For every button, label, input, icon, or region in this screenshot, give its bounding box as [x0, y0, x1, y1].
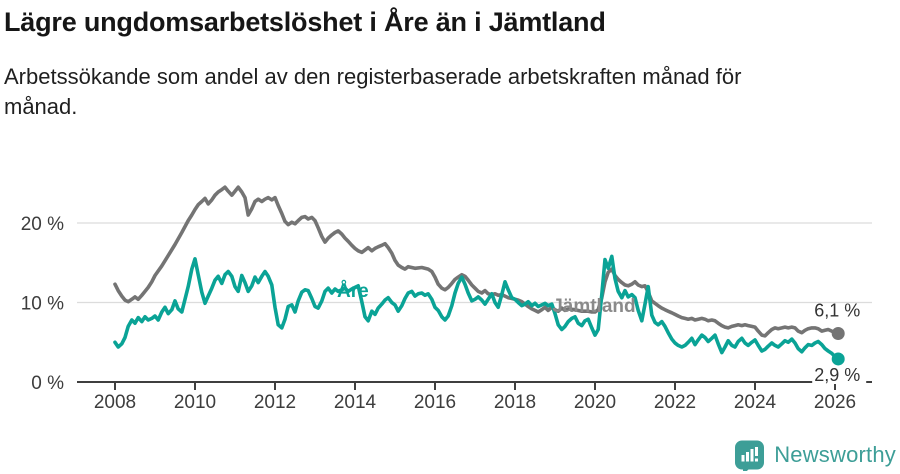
series-line-jamtland [113, 185, 841, 338]
x-tick-label: 2010 [174, 392, 216, 413]
end-value-label-jamtland: 6,1 % [814, 301, 860, 321]
end-value-label-are: 2,9 % [814, 365, 860, 385]
x-tick-label: 2012 [254, 392, 296, 413]
x-tick-label: 2016 [414, 392, 456, 413]
y-tick-label: 0 % [31, 373, 64, 394]
x-tick-label: 2018 [494, 392, 536, 413]
x-tick-label: 2014 [334, 392, 377, 413]
chart-subtitle: Arbetssökande som andel av den registerb… [4, 64, 742, 120]
x-tick-label: 2022 [654, 392, 696, 413]
end-dot-jamtland [831, 327, 845, 341]
gridlines-layer [77, 222, 872, 304]
y-tick-label: 20 % [21, 214, 64, 235]
series-line-are [113, 254, 841, 361]
end-label-mask [812, 368, 867, 384]
series-label-jamtland: Jämtland [552, 296, 635, 317]
bar-chart-speech-bubble-icon [735, 440, 765, 471]
x-tick-label: 2026 [814, 392, 856, 413]
series-label-are: Åre [337, 281, 369, 302]
bar-chart-glyph [741, 446, 759, 461]
newsworthy-logo[interactable]: Newsworthy [734, 438, 896, 472]
labels-layer: Jämtland Åre 6,1 % 2,9 % [337, 281, 867, 385]
chart-header: Lägre ungdomsarbetslöshet i Åre än i Jäm… [4, 6, 890, 122]
y-tick-label: 10 % [21, 294, 64, 315]
x-tick-label: 2008 [94, 392, 136, 413]
chart-title: Lägre ungdomsarbetslöshet i Åre än i Jäm… [4, 7, 606, 37]
x-axis-layer: 2008 2010 2012 2014 2016 2018 2020 2022 2024 2026… [21, 214, 872, 413]
newsworthy-wordmark: Newsworthy [774, 442, 896, 467]
end-dot-are [831, 352, 845, 366]
x-tick-label: 2020 [574, 392, 616, 413]
x-tick-label: 2024 [734, 392, 777, 413]
series-layer [113, 185, 841, 361]
